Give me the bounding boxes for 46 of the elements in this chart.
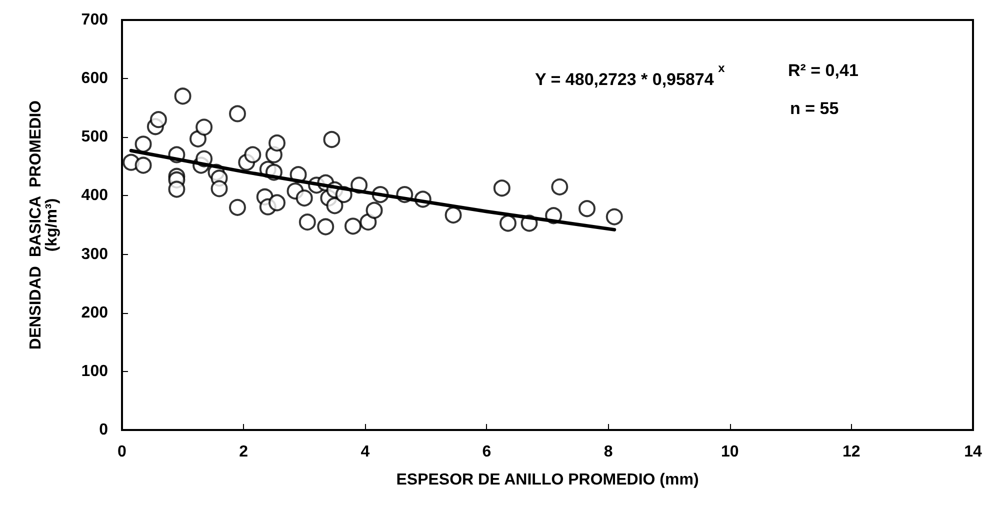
x-tick-label: 8 xyxy=(604,444,613,460)
point xyxy=(268,194,286,212)
point xyxy=(344,218,362,235)
point xyxy=(244,146,262,164)
x-axis-title: ESPESOR DE ANILLO PROMEDIO (mm) xyxy=(396,472,699,488)
point xyxy=(296,190,313,207)
point xyxy=(210,180,228,198)
y-axis-title: DENSIDAD BASICA PROMEDIO (kg/m³) xyxy=(28,100,60,350)
point xyxy=(326,197,344,214)
y-tick-label: 400 xyxy=(81,187,108,204)
y-tick-label: 0 xyxy=(99,422,108,438)
x-tick-label: 10 xyxy=(720,444,739,460)
point xyxy=(150,111,167,128)
y-tick-label: 600 xyxy=(81,70,108,88)
point xyxy=(366,202,383,219)
x-tick-label: 4 xyxy=(360,444,370,460)
point xyxy=(578,200,596,218)
point xyxy=(500,214,516,232)
annotation: Y = 480,2723 * 0,95874x xyxy=(535,61,726,89)
point xyxy=(168,180,186,198)
point xyxy=(196,118,213,136)
point xyxy=(493,180,510,197)
y-tick-label: 500 xyxy=(81,128,108,146)
point xyxy=(229,105,246,122)
y-tick-label: 200 xyxy=(81,304,108,322)
y-tick-label: 300 xyxy=(81,246,108,263)
point xyxy=(134,156,152,174)
x-tick-label: 2 xyxy=(239,444,248,460)
point xyxy=(317,218,334,236)
point xyxy=(551,178,568,196)
x-tick-label: 6 xyxy=(482,444,492,460)
annotation: n = 55 xyxy=(790,99,839,118)
x-tick-label: 12 xyxy=(842,444,860,460)
y-tick-label: 700 xyxy=(81,12,108,28)
point xyxy=(323,130,340,148)
point xyxy=(444,206,462,224)
y-tick-label: 100 xyxy=(81,362,108,380)
x-tick-label: 14 xyxy=(964,444,982,460)
annotation: R² = 0,41 xyxy=(788,61,858,80)
point xyxy=(229,198,246,216)
point xyxy=(298,214,316,231)
point xyxy=(268,134,286,152)
point xyxy=(134,136,152,153)
x-tick-label: 0 xyxy=(118,444,127,460)
point xyxy=(606,208,623,226)
point xyxy=(174,88,192,105)
